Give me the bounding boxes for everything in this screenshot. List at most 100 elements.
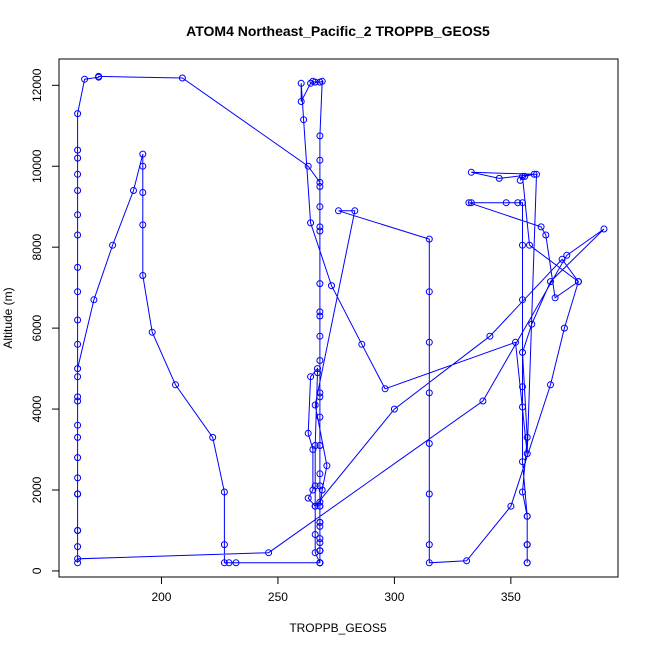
x-tick-label: 200 xyxy=(151,590,171,604)
data-point xyxy=(521,172,529,180)
data-point xyxy=(467,168,475,176)
data-point xyxy=(323,462,331,470)
data-point xyxy=(148,328,156,336)
data-point xyxy=(178,74,186,82)
data-point xyxy=(316,539,324,547)
data-point xyxy=(311,549,319,557)
data-point xyxy=(139,221,147,229)
data-point xyxy=(533,170,540,178)
data-point xyxy=(316,518,324,526)
data-point xyxy=(220,559,228,567)
x-axis: 200 250 300 350 xyxy=(151,576,521,604)
data-point xyxy=(316,227,324,235)
data-point xyxy=(558,255,566,263)
y-axis-label: Altitude (m) xyxy=(1,287,15,348)
data-point xyxy=(311,531,319,538)
data-point xyxy=(528,320,536,328)
data-point xyxy=(514,199,522,207)
data-point xyxy=(225,559,233,567)
data-point xyxy=(519,403,526,411)
data-point xyxy=(467,199,475,207)
data-point xyxy=(519,199,526,207)
data-point xyxy=(523,512,531,520)
data-point xyxy=(316,482,324,490)
data-point xyxy=(502,199,510,207)
data-point xyxy=(523,433,531,441)
data-point xyxy=(74,433,82,441)
data-point xyxy=(537,223,545,231)
data-point xyxy=(74,559,82,567)
data-point xyxy=(307,79,315,87)
data-point xyxy=(519,458,526,466)
data-point xyxy=(74,373,82,381)
data-point xyxy=(516,176,524,184)
data-point xyxy=(220,541,228,549)
data-point xyxy=(547,381,554,389)
data-point xyxy=(316,312,324,320)
data-point xyxy=(551,294,559,302)
chart-title: ATOM4 Northeast_Pacific_2 TROPPB_GEOS5 xyxy=(186,23,490,39)
data-point xyxy=(316,442,324,449)
x-axis-label: TROPPB_GEOS5 xyxy=(289,621,387,635)
x-tick-label: 250 xyxy=(268,590,288,604)
data-point xyxy=(74,231,82,239)
data-point xyxy=(358,340,366,348)
data-point xyxy=(81,75,89,83)
data-point xyxy=(311,78,319,86)
data-point xyxy=(351,207,359,215)
data-point xyxy=(519,172,526,180)
data-point xyxy=(425,559,433,567)
data-point xyxy=(512,338,519,346)
data-point xyxy=(307,219,315,227)
data-point xyxy=(381,385,389,393)
data-point xyxy=(425,338,433,346)
data-point xyxy=(139,272,147,279)
data-point xyxy=(297,79,305,87)
data-point xyxy=(463,557,471,565)
data-point xyxy=(74,263,82,271)
y-tick-label: 2000 xyxy=(30,476,44,503)
data-point xyxy=(74,397,82,405)
data-point xyxy=(316,132,324,140)
data-point xyxy=(390,405,398,413)
data-point xyxy=(74,527,82,534)
y-tick-label: 6000 xyxy=(30,314,44,341)
data-point xyxy=(465,199,473,207)
data-point xyxy=(74,146,82,154)
data-point xyxy=(486,332,494,340)
data-point xyxy=(425,541,433,549)
data-point xyxy=(425,389,433,397)
data-point xyxy=(316,389,324,397)
data-point xyxy=(311,442,319,449)
y-tick-label: 0 xyxy=(30,567,44,574)
data-point xyxy=(74,490,82,498)
data-point xyxy=(519,296,526,304)
data-point xyxy=(139,162,147,170)
data-point xyxy=(139,189,147,196)
data-point xyxy=(425,490,433,498)
data-point xyxy=(309,486,317,494)
data-point xyxy=(316,332,324,340)
data-point xyxy=(316,547,324,555)
data-point xyxy=(90,296,98,304)
data-point xyxy=(530,170,538,178)
data-point xyxy=(318,486,326,494)
y-tick-label: 8000 xyxy=(30,234,44,261)
data-point xyxy=(316,357,324,364)
data-point xyxy=(519,488,526,496)
data-point xyxy=(574,278,582,286)
data-point xyxy=(316,413,324,421)
data-point xyxy=(316,559,324,567)
series-line xyxy=(77,75,605,564)
data-point xyxy=(547,278,554,286)
x-tick-label: 300 xyxy=(384,590,404,604)
data-point xyxy=(311,502,319,510)
y-tick-label: 4000 xyxy=(30,395,44,422)
data-point xyxy=(316,308,324,316)
data-point xyxy=(74,154,82,162)
data-point xyxy=(316,470,324,478)
data-point xyxy=(297,98,305,105)
data-point xyxy=(304,429,312,437)
x-tick-label: 350 xyxy=(501,590,521,604)
